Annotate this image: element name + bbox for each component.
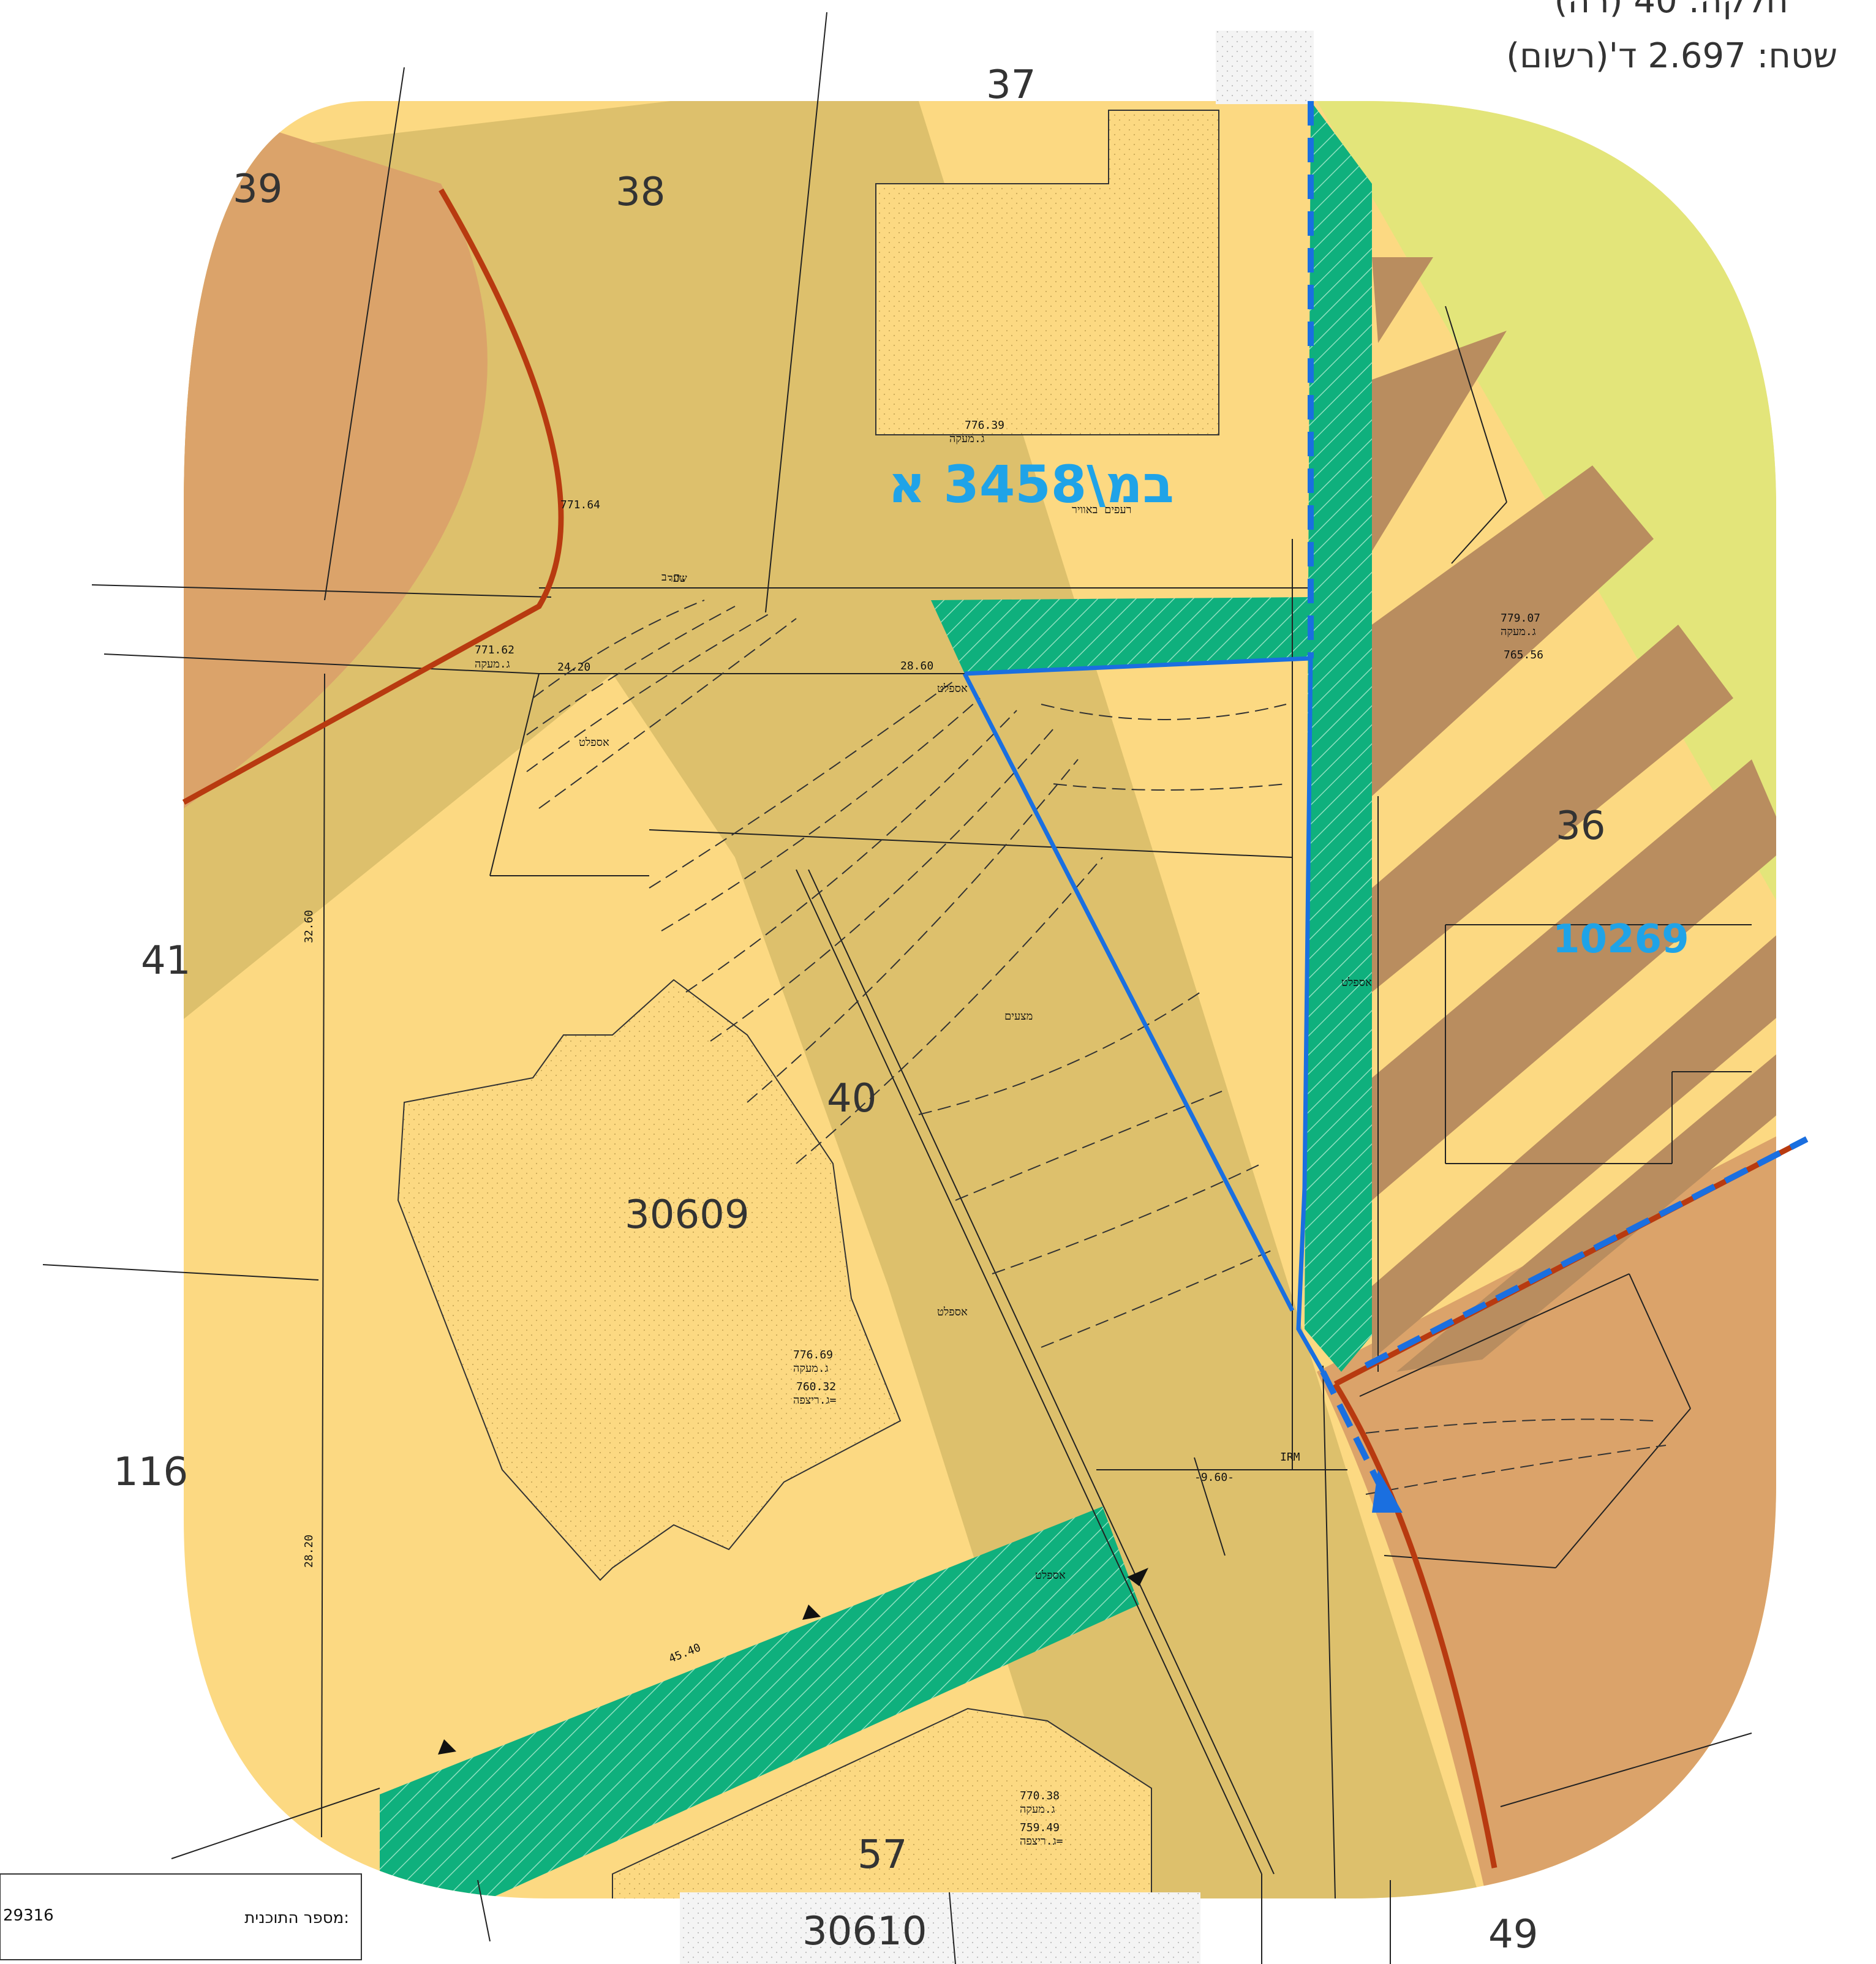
plan-number-secondary: 10269 xyxy=(1553,917,1689,962)
block-30610: 30610 xyxy=(802,1909,927,1954)
building-30609 xyxy=(397,979,902,1581)
boundary-red-left xyxy=(182,188,564,805)
dim-960: -9.60- xyxy=(1194,1471,1234,1484)
dim-2820: 28.20 xyxy=(303,1535,315,1568)
triangle-marker-icon xyxy=(438,1739,456,1755)
road-diagonal xyxy=(380,1507,1139,1898)
label-cover: ת.ב. xyxy=(661,571,687,584)
label-asphalt-2: אספלט xyxy=(579,736,609,749)
dim-2860: 28.60 xyxy=(900,660,933,672)
dim-3260: 32.60 xyxy=(303,910,315,943)
elev-77669: 776.69 xyxy=(793,1349,833,1361)
elev-77164: 771.64 xyxy=(560,499,600,511)
label-asphalt-4: אספלט xyxy=(1035,1569,1066,1582)
triangle-marker-icon xyxy=(802,1605,821,1620)
elev-76556: 765.56 xyxy=(1504,649,1543,661)
striped-zone xyxy=(1372,257,1776,1372)
parcel-41: 41 xyxy=(141,938,190,984)
plan-number-value: 29316 xyxy=(3,1906,54,1925)
elev-77038: 770.38 xyxy=(1020,1789,1060,1802)
survey-lines xyxy=(42,12,1752,1964)
label-roof-2: ג.ריצפה= xyxy=(1020,1835,1063,1848)
plan-number-label: מספר התוכנית: xyxy=(244,1909,349,1927)
label-railing-1: ג.מעקה xyxy=(793,1362,829,1375)
plan-number-box: מספר התוכנית: 29316 xyxy=(0,1873,362,1960)
label-asphalt-5: אספלט xyxy=(1341,976,1372,989)
parcel-49: 49 xyxy=(1488,1912,1538,1957)
street-top xyxy=(1216,31,1314,104)
building-parcel-57 xyxy=(612,1707,1152,1898)
building-parcel-37 xyxy=(875,110,1219,435)
label-railing-2: ג.מעקה xyxy=(1020,1803,1055,1816)
parcel-57: 57 xyxy=(857,1832,907,1878)
boundary-red-bottom xyxy=(1333,1382,1497,1868)
label-asphalt-3: אספלט xyxy=(937,1306,968,1319)
elev-77639: 776.39 xyxy=(965,419,1004,432)
header-line1: חלקה: 40 (רה) xyxy=(1554,0,1788,21)
header-line2: שטח: 2.697 ד'(רשום) xyxy=(1506,36,1837,76)
street-bottom xyxy=(680,1892,1200,1964)
label-irm: IRM xyxy=(1280,1451,1300,1464)
block-30609: 30609 xyxy=(625,1192,750,1238)
label-roof-1: ג.ריצפה= xyxy=(793,1394,837,1407)
label-tiles: מצעים xyxy=(1004,1010,1033,1023)
label-asphalt-1: אספלט xyxy=(937,682,968,695)
elev-77907: 779.07 xyxy=(1501,612,1540,625)
parcel-36: 36 xyxy=(1556,803,1605,849)
parcel-39: 39 xyxy=(233,167,282,212)
plan-number-main: במ\3458 א xyxy=(888,454,1174,514)
label-railing-5: ג.מעקה xyxy=(475,658,510,671)
arrow-head-icon xyxy=(1372,1470,1403,1513)
label-gate: שער xyxy=(668,572,687,585)
triangle-marker-icon xyxy=(1127,1568,1148,1586)
agricultural-zone-left xyxy=(184,101,488,808)
parcel-40: 40 xyxy=(827,1076,876,1121)
road-vertical xyxy=(1305,101,1372,1372)
parcel-37: 37 xyxy=(986,62,1036,108)
parcel-38: 38 xyxy=(616,170,665,215)
road-access xyxy=(931,597,1311,674)
label-railing-4: ג.מעקה xyxy=(949,432,985,445)
label-railing-3: ג.מעקה xyxy=(1501,625,1536,638)
elev-75949: 759.49 xyxy=(1020,1821,1060,1834)
elev-77162: 771.62 xyxy=(475,644,514,657)
dim-2420: 24.20 xyxy=(557,661,590,674)
parcel-116: 116 xyxy=(113,1450,188,1495)
label-air-tiles: רעפים באוויר xyxy=(1072,503,1132,516)
contour-lines xyxy=(526,600,1667,1495)
elev-76032: 760.32 xyxy=(796,1380,836,1393)
dark-band-zone xyxy=(184,101,1501,1898)
